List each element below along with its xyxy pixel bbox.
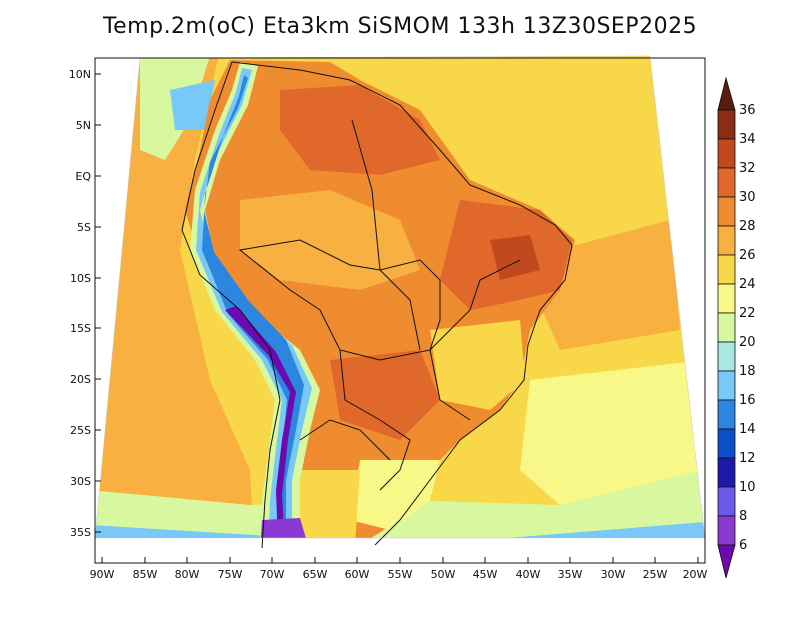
temperature-field bbox=[95, 56, 705, 538]
lon-tick-label: 40W bbox=[516, 568, 541, 581]
lat-tick-label: 35S bbox=[70, 526, 91, 539]
patagonia-cold-patch bbox=[260, 518, 310, 538]
south-borders bbox=[339, 349, 411, 491]
lat-tick-label: 15S bbox=[70, 322, 91, 335]
andes-middle-band bbox=[196, 68, 312, 538]
lon-tick-label: 30W bbox=[601, 568, 626, 581]
lon-tick-label: 25W bbox=[643, 568, 668, 581]
south-atlantic-region bbox=[520, 360, 705, 505]
pacific-region bbox=[95, 56, 255, 538]
lon-tick-label: 65W bbox=[303, 568, 328, 581]
colorbar-segment bbox=[717, 312, 736, 343]
colorbar-label: 8 bbox=[739, 509, 747, 524]
lat-tick-label: 10N bbox=[69, 68, 91, 81]
colorbar-segment bbox=[717, 341, 736, 372]
lon-tick-label: 90W bbox=[90, 568, 115, 581]
colorbar-label: 6 bbox=[739, 538, 747, 553]
political-borders bbox=[181, 61, 573, 549]
colorbar-label: 32 bbox=[739, 161, 756, 176]
colorbar-label: 34 bbox=[739, 132, 756, 147]
lon-tick-label: 75W bbox=[218, 568, 243, 581]
colorbar-segment bbox=[717, 109, 736, 140]
colorbar-segment bbox=[717, 457, 736, 488]
lat-tick-label: 25S bbox=[70, 424, 91, 437]
colorbar-segment bbox=[717, 370, 736, 401]
central-west-hot-region bbox=[330, 350, 440, 440]
lon-tick-label: 35W bbox=[558, 568, 583, 581]
southeast-region bbox=[430, 320, 525, 410]
lon-tick-label: 55W bbox=[388, 568, 413, 581]
south-brazil-region bbox=[350, 460, 440, 530]
lon-tick-label: 20W bbox=[683, 568, 708, 581]
lat-tick-label: 10S bbox=[70, 272, 91, 285]
lon-tick-label: 80W bbox=[175, 568, 200, 581]
guiana-hot-region bbox=[280, 85, 440, 175]
andes-cold-band bbox=[202, 75, 304, 538]
colorbar-label: 24 bbox=[739, 277, 756, 292]
north-atlantic-region bbox=[430, 60, 660, 180]
colorbar-segment bbox=[717, 225, 736, 256]
colorbar-bottom-arrow bbox=[717, 544, 736, 579]
lat-tick-label: 5S bbox=[77, 221, 91, 234]
lon-tick-label: 50W bbox=[431, 568, 456, 581]
lon-tick-label: 70W bbox=[260, 568, 285, 581]
colorbar: 36 34 32 30 28 26 24 22 20 18 16 14 12 1… bbox=[717, 76, 756, 579]
colorbar-top-arrow bbox=[717, 76, 736, 111]
pacific-cold-patch bbox=[170, 80, 215, 130]
colorbar-label: 22 bbox=[739, 306, 756, 321]
southern-cone-borders bbox=[299, 419, 391, 461]
colorbar-label: 12 bbox=[739, 451, 756, 466]
map-title: Temp.2m(oC) Eta3km SiSMOM 133h 13Z30SEP2… bbox=[102, 14, 698, 39]
latitude-axis: 10N 5N EQ 5S 10S 15S 20S 25S 30S 35S bbox=[69, 68, 101, 539]
lon-tick-label: 45W bbox=[473, 568, 498, 581]
colorbar-label: 28 bbox=[739, 219, 756, 234]
colorbar-label: 18 bbox=[739, 364, 756, 379]
atlantic-coastline bbox=[231, 61, 573, 546]
longitude-axis: 90W 85W 80W 75W 70W 65W 60W 55W 50W 45W … bbox=[90, 557, 708, 581]
colorbar-label: 14 bbox=[739, 422, 756, 437]
colorbar-segment bbox=[717, 399, 736, 430]
colorbar-segment bbox=[717, 138, 736, 169]
colorbar-segment bbox=[717, 167, 736, 198]
colorbar-label: 30 bbox=[739, 190, 756, 205]
lat-tick-label: 30S bbox=[70, 475, 91, 488]
continent-land bbox=[185, 60, 575, 538]
colorbar-label: 26 bbox=[739, 248, 756, 263]
pacific-coastline bbox=[181, 61, 281, 549]
colorbar-segment bbox=[717, 515, 736, 546]
colorbar-segment bbox=[717, 254, 736, 285]
lat-tick-label: EQ bbox=[75, 170, 91, 183]
colorbar-segment bbox=[717, 196, 736, 227]
state-borders bbox=[351, 119, 521, 421]
colorbar-segment bbox=[717, 486, 736, 517]
lon-tick-label: 60W bbox=[345, 568, 370, 581]
argentina-region bbox=[300, 470, 360, 538]
lat-tick-label: 20S bbox=[70, 373, 91, 386]
andes-coldest-band bbox=[225, 306, 296, 538]
colorbar-label: 20 bbox=[739, 335, 756, 350]
colorbar-label: 36 bbox=[739, 103, 756, 118]
colorbar-label: 16 bbox=[739, 393, 756, 408]
lon-tick-label: 85W bbox=[133, 568, 158, 581]
lat-tick-label: 5N bbox=[76, 119, 91, 132]
colorbar-label: 10 bbox=[739, 480, 756, 495]
colorbar-segment bbox=[717, 428, 736, 459]
border-outline-1 bbox=[238, 239, 441, 361]
colorbar-segment bbox=[717, 283, 736, 314]
